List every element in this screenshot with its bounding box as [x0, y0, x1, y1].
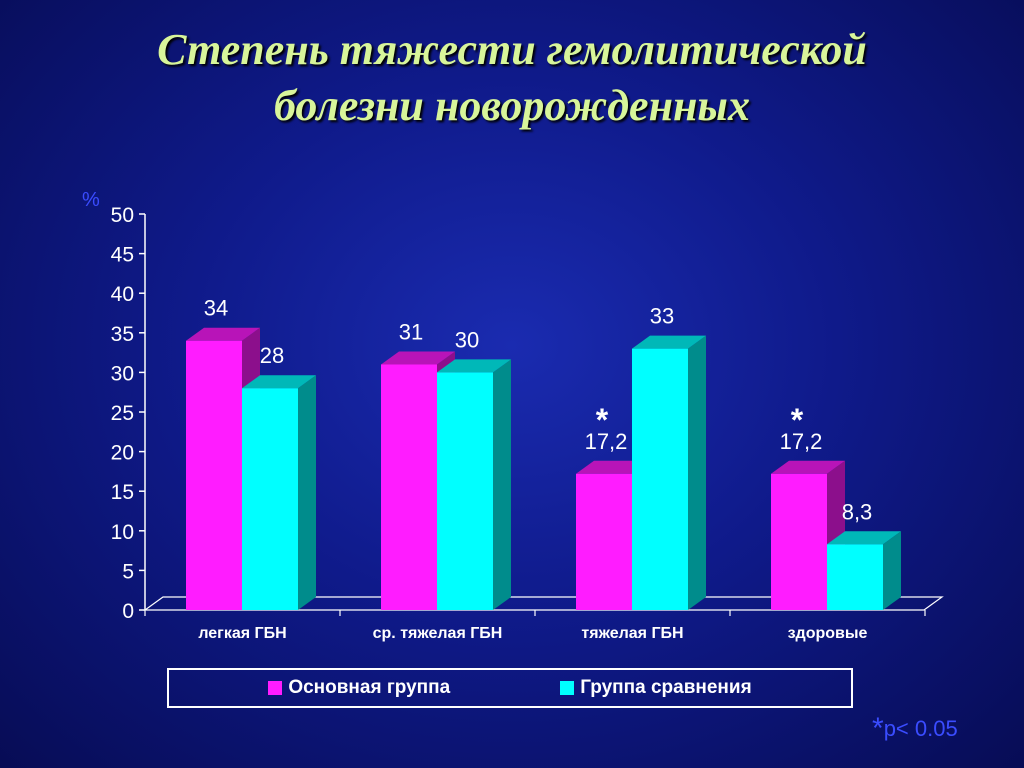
chart-title: Степень тяжести гемолитической болезни н… — [0, 22, 1024, 134]
data-label: 30 — [455, 327, 479, 352]
legend-item-comparison: Группа сравнения — [560, 677, 752, 699]
bar-side — [688, 335, 706, 610]
y-tick-label: 35 — [111, 323, 134, 346]
significance-footnote: *p< 0.05 — [872, 712, 958, 746]
bar-side — [493, 359, 511, 610]
bar-top — [827, 531, 901, 545]
bar — [827, 544, 883, 610]
y-tick-label: 25 — [111, 402, 134, 425]
bar-top — [437, 359, 511, 373]
bar-top — [186, 327, 260, 341]
legend-swatch-main — [268, 681, 283, 695]
y-tick-label: 40 — [111, 283, 134, 306]
bar — [632, 348, 688, 610]
bar-side — [883, 531, 901, 610]
bar — [576, 473, 632, 610]
legend-label-comparison: Группа сравнения — [580, 677, 752, 698]
bar-side — [298, 375, 316, 610]
legend-swatch-comparison — [560, 681, 575, 695]
y-axis-label: % — [82, 189, 100, 211]
y-tick-label: 45 — [111, 244, 134, 267]
significance-marker: * — [791, 402, 804, 438]
y-tick-label: 50 — [111, 204, 134, 227]
y-tick-label: 5 — [122, 560, 134, 583]
data-label: 28 — [260, 343, 284, 368]
bar — [242, 388, 298, 610]
bar — [771, 473, 827, 610]
bar-top — [242, 375, 316, 389]
title-line-1: Степень тяжести гемолитической — [157, 25, 867, 74]
bar-top — [632, 335, 706, 349]
y-tick-label: 0 — [122, 600, 134, 623]
bar-top — [381, 351, 455, 365]
data-label: 17,2 — [780, 429, 823, 454]
footnote-text: p< 0.05 — [883, 716, 958, 741]
bar-top — [771, 460, 845, 474]
x-tick-label: тяжелая ГБН — [581, 625, 683, 642]
title-line-2: болезни новорожденных — [274, 81, 750, 130]
data-label: 17,2 — [585, 429, 628, 454]
y-tick-label: 30 — [111, 362, 134, 385]
footnote-star: * — [872, 712, 884, 745]
bar — [186, 340, 242, 610]
data-label: 34 — [204, 296, 228, 321]
chart-legend: Основная группа Группа сравнения — [167, 668, 853, 708]
y-tick-label: 20 — [111, 442, 134, 465]
bar — [381, 364, 437, 610]
legend-item-main: Основная группа — [268, 677, 450, 699]
y-tick-label: 10 — [111, 521, 134, 544]
bar — [437, 372, 493, 610]
x-tick-label: здоровые — [788, 625, 868, 642]
x-tick-label: легкая ГБН — [198, 625, 286, 642]
data-label: 8,3 — [842, 499, 873, 524]
data-label: 31 — [399, 319, 423, 344]
legend-label-main: Основная группа — [288, 677, 451, 698]
x-tick-label: ср. тяжелая ГБН — [373, 625, 503, 642]
y-tick-label: 15 — [111, 481, 134, 504]
significance-marker: * — [596, 402, 609, 438]
data-label: 33 — [650, 304, 674, 329]
bar-top — [576, 460, 650, 474]
